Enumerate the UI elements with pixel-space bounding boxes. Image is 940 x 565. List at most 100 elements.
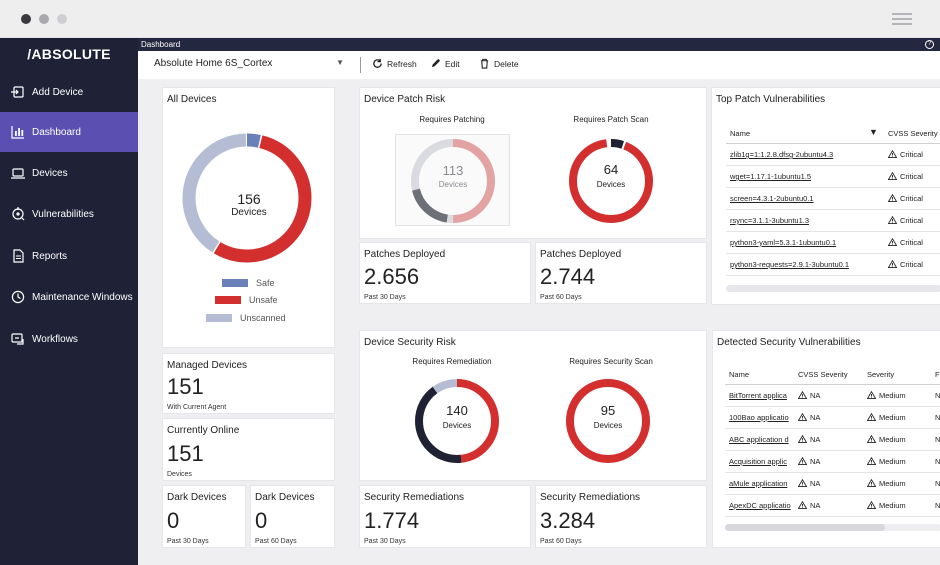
warning-icon <box>866 434 877 443</box>
dashboard-view-select[interactable]: Absolute Home 6S_Cortex ▼ <box>154 58 344 74</box>
vulnerability-name-link[interactable]: ApexDC applicatio <box>729 501 791 510</box>
horizontal-scrollbar[interactable] <box>726 285 940 292</box>
chevron-down-icon: ▼ <box>336 58 344 67</box>
sidebar-item-vulnerabilities[interactable]: Vulnerabilities <box>0 194 138 234</box>
requires-remediation-value: 140 <box>446 403 468 418</box>
table-row[interactable]: python3-yaml=5.3.1-1ubuntu0.1 Critical <box>726 232 940 254</box>
requires-remediation-unit: Devices <box>442 421 472 430</box>
refresh-label: Refresh <box>387 58 417 69</box>
refresh-button[interactable]: Refresh <box>372 58 417 69</box>
trash-icon <box>480 58 489 69</box>
requires-patching-label: Requires Patching <box>419 115 485 124</box>
sidebar-item-reports[interactable]: Reports <box>0 236 138 276</box>
column-header-severity[interactable]: CVSS Severity <box>888 129 938 138</box>
severity-cell: Medium <box>866 478 906 488</box>
delete-label: Delete <box>494 58 519 69</box>
requires-patch-scan-value: 64 <box>603 162 619 177</box>
warning-icon <box>887 149 898 158</box>
cvss-label: NA <box>810 391 821 400</box>
table-row[interactable]: screen=4.3.1-2ubuntu0.1 Critical <box>726 188 940 210</box>
toolbar-divider <box>360 57 361 73</box>
table-row[interactable]: rsync=3.1.1-3ubuntu1.3 Critical <box>726 210 940 232</box>
table-row[interactable]: aMule application NA Medium N <box>725 473 940 495</box>
severity-cell: Critical <box>887 259 923 269</box>
edit-button[interactable]: Edit <box>430 58 460 69</box>
table-row[interactable]: wget=1.17.1-1ubuntu1.5 Critical <box>726 166 940 188</box>
card-title: Dark Devices <box>255 492 315 503</box>
sidebar-item-add-device[interactable]: Add Device <box>0 72 138 112</box>
hamburger-menu-icon[interactable] <box>892 13 912 25</box>
table-row[interactable]: BitTorrent applica NA Medium N <box>725 385 940 407</box>
sidebar-item-devices[interactable]: Devices <box>0 153 138 193</box>
window-close-dot[interactable] <box>21 14 31 24</box>
sidebar-item-label: Maintenance Windows <box>32 291 133 303</box>
table-row[interactable]: python3-requests=2.9.1-3ubuntu0.1 Critica… <box>726 254 940 276</box>
breadcrumb: Dashboard ? <box>138 38 940 51</box>
delete-button[interactable]: Delete <box>479 58 519 69</box>
extra-cell: N <box>935 435 940 444</box>
column-header-name[interactable]: Name <box>729 370 750 379</box>
patch-name-link[interactable]: python3-requests=2.9.1-3ubuntu0.1 <box>730 260 850 269</box>
warning-icon <box>866 500 877 509</box>
table-row[interactable]: ApexDC applicatio NA Medium N <box>725 495 940 517</box>
patches-deployed-30-card: Patches Deployed 2.656 Past 30 Days <box>359 242 531 304</box>
cvss-cell: NA <box>797 500 821 510</box>
vulnerability-name-link[interactable]: 100Bao applicatio <box>729 413 789 422</box>
managed-devices-value: 151 <box>167 374 204 399</box>
patch-name-link[interactable]: wget=1.17.1-1ubuntu1.5 <box>730 172 812 181</box>
donut-segment-unscanned[interactable] <box>182 133 312 263</box>
sidebar-item-workflows[interactable]: Workflows <box>0 319 138 359</box>
warning-icon <box>797 456 808 465</box>
security-remediations-60-value: 3.284 <box>540 508 596 533</box>
window-maximize-dot[interactable] <box>57 14 67 24</box>
donut-segment-unsafe[interactable] <box>182 133 312 263</box>
vulnerability-name-link[interactable]: BitTorrent applica <box>729 391 787 400</box>
scrollbar-thumb[interactable] <box>725 524 885 531</box>
extra-cell: N <box>935 479 940 488</box>
sidebar-item-label: Vulnerabilities <box>32 208 94 220</box>
pencil-icon <box>431 58 441 68</box>
severity-cell: Medium <box>866 456 906 466</box>
column-header-extra[interactable]: F <box>935 370 940 379</box>
managed-devices-caption: With Current Agent <box>167 404 227 411</box>
table-row[interactable]: ABC application d NA Medium N <box>725 429 940 451</box>
horizontal-scrollbar[interactable] <box>725 524 940 531</box>
dashboard-content: All Devices 156 Devices Safe Unsafe Unsc… <box>138 79 940 565</box>
sidebar-item-label: Workflows <box>32 333 78 345</box>
sidebar-item-maintenance-windows[interactable]: Maintenance Windows <box>0 277 138 317</box>
cvss-cell: NA <box>797 390 821 400</box>
vulnerability-name-link[interactable]: aMule application <box>729 479 788 488</box>
card-title: Device Security Risk <box>364 337 456 348</box>
security-remediations-30-value: 1.774 <box>364 508 420 533</box>
refresh-icon <box>373 58 382 68</box>
help-icon[interactable]: ? <box>925 40 934 49</box>
table-row[interactable]: 100Bao applicatio NA Medium N <box>725 407 940 429</box>
extra-cell: N <box>935 391 940 400</box>
requires-patching-donut <box>411 139 495 223</box>
donut-segment-safe[interactable] <box>182 133 312 263</box>
column-header-severity[interactable]: Severity <box>867 370 895 379</box>
column-header-cvss[interactable]: CVSS Severity <box>798 370 848 379</box>
dark-devices-60-card: Dark Devices 0 Past 60 Days <box>250 485 335 548</box>
patch-name-link[interactable]: screen=4.3.1-2ubuntu0.1 <box>730 194 814 203</box>
patch-name-link[interactable]: rsync=3.1.1-3ubuntu1.3 <box>730 216 810 225</box>
vulnerability-name-link[interactable]: ABC application d <box>729 435 789 444</box>
security-remediations-30-card: Security Remediations 1.774 Past 30 Days <box>359 485 531 548</box>
cvss-label: NA <box>810 501 821 510</box>
card-title: Patches Deployed <box>364 249 446 260</box>
vulnerability-name-link[interactable]: Acquisition applic <box>729 457 787 466</box>
column-header-name[interactable]: Name <box>730 129 751 138</box>
severity-cell: Medium <box>866 412 906 422</box>
severity-label: Critical <box>900 260 923 269</box>
legend-label: Unsafe <box>249 295 278 305</box>
sort-desc-icon[interactable]: ▼ <box>869 127 878 137</box>
workflow-icon <box>10 331 26 347</box>
window-minimize-dot[interactable] <box>39 14 49 24</box>
patch-name-link[interactable]: zlib1g=1:1.2.8.dfsg-2ubuntu4.3 <box>730 150 834 159</box>
legend-swatch <box>206 314 232 322</box>
patch-name-link[interactable]: python3-yaml=5.3.1-1ubuntu0.1 <box>730 238 837 247</box>
table-row[interactable]: zlib1g=1:1.2.8.dfsg-2ubuntu4.3 Critical <box>726 144 940 166</box>
sidebar-item-dashboard[interactable]: Dashboard <box>0 112 138 152</box>
table-row[interactable]: Acquisition applic NA Medium N <box>725 451 940 473</box>
laptop-icon <box>10 165 26 181</box>
